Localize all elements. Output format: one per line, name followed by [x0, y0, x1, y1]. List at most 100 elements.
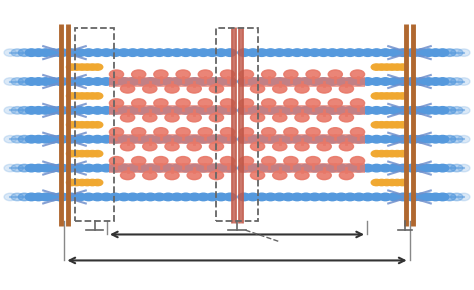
Circle shape [309, 135, 321, 143]
Circle shape [154, 99, 168, 108]
Circle shape [387, 151, 397, 157]
Circle shape [32, 49, 45, 56]
Circle shape [291, 78, 303, 85]
Circle shape [54, 164, 66, 172]
Circle shape [197, 49, 210, 56]
Circle shape [144, 107, 156, 114]
Circle shape [326, 135, 338, 143]
Circle shape [11, 107, 23, 114]
Circle shape [39, 49, 52, 56]
Circle shape [326, 193, 338, 201]
Circle shape [344, 107, 356, 114]
Circle shape [309, 49, 321, 56]
Circle shape [39, 135, 52, 143]
Circle shape [350, 128, 365, 136]
Circle shape [379, 164, 392, 172]
Circle shape [144, 193, 156, 201]
Circle shape [118, 193, 130, 201]
Bar [75, 28, 114, 222]
Circle shape [144, 78, 156, 85]
Circle shape [344, 135, 356, 143]
Circle shape [362, 107, 374, 114]
Circle shape [300, 164, 312, 172]
Circle shape [100, 135, 112, 143]
Circle shape [82, 164, 95, 172]
Circle shape [262, 70, 276, 79]
Circle shape [224, 135, 236, 143]
Circle shape [273, 78, 285, 85]
Circle shape [326, 164, 338, 172]
Circle shape [82, 151, 92, 157]
Circle shape [72, 179, 82, 186]
Circle shape [406, 107, 418, 114]
Circle shape [91, 193, 104, 201]
Circle shape [350, 157, 365, 165]
Circle shape [370, 193, 383, 201]
Circle shape [180, 164, 192, 172]
Circle shape [91, 164, 104, 172]
Circle shape [397, 179, 408, 186]
Circle shape [153, 107, 165, 114]
Circle shape [46, 107, 59, 114]
Circle shape [46, 49, 59, 56]
Circle shape [408, 78, 420, 85]
Circle shape [376, 93, 387, 99]
Circle shape [306, 128, 320, 136]
Circle shape [109, 49, 121, 56]
Circle shape [273, 107, 285, 114]
Circle shape [250, 171, 264, 180]
Circle shape [376, 64, 387, 70]
Circle shape [422, 135, 435, 143]
Circle shape [224, 49, 236, 56]
Circle shape [109, 99, 124, 108]
Circle shape [458, 164, 470, 172]
Circle shape [144, 49, 156, 56]
Circle shape [238, 78, 250, 85]
Circle shape [4, 49, 16, 56]
Circle shape [127, 193, 139, 201]
Circle shape [339, 142, 354, 151]
Circle shape [54, 135, 66, 143]
Circle shape [239, 99, 254, 108]
Circle shape [328, 128, 342, 136]
Circle shape [318, 135, 330, 143]
Circle shape [66, 151, 77, 157]
Circle shape [392, 64, 402, 70]
Circle shape [318, 49, 330, 56]
Circle shape [382, 179, 392, 186]
Circle shape [397, 64, 408, 70]
Circle shape [109, 107, 121, 114]
Circle shape [120, 142, 135, 151]
Circle shape [82, 179, 92, 186]
Circle shape [18, 193, 30, 201]
Circle shape [238, 49, 250, 56]
Circle shape [247, 78, 259, 85]
Circle shape [282, 193, 294, 201]
Circle shape [387, 93, 397, 99]
Circle shape [458, 135, 470, 143]
Circle shape [339, 84, 354, 93]
Circle shape [370, 107, 383, 114]
Circle shape [309, 107, 321, 114]
Circle shape [379, 107, 392, 114]
Circle shape [87, 122, 98, 128]
Circle shape [239, 128, 254, 136]
Circle shape [77, 179, 87, 186]
Circle shape [437, 107, 449, 114]
Circle shape [309, 164, 321, 172]
Circle shape [458, 49, 470, 56]
Circle shape [392, 122, 402, 128]
Circle shape [171, 164, 183, 172]
Circle shape [136, 193, 148, 201]
Circle shape [197, 107, 210, 114]
Circle shape [451, 78, 463, 85]
Circle shape [415, 164, 428, 172]
Circle shape [32, 164, 45, 172]
Circle shape [120, 171, 135, 180]
Circle shape [206, 78, 219, 85]
Circle shape [206, 193, 219, 201]
Circle shape [284, 70, 298, 79]
Circle shape [273, 49, 285, 56]
Circle shape [39, 107, 52, 114]
Circle shape [25, 135, 37, 143]
